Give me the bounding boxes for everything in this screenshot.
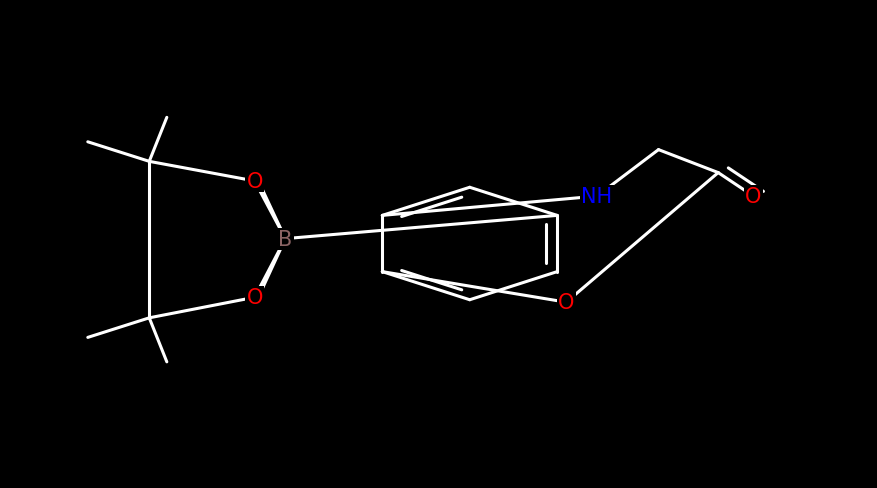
- Text: O: O: [558, 293, 574, 312]
- Text: O: O: [246, 172, 262, 191]
- Text: B: B: [278, 229, 292, 249]
- Text: O: O: [745, 187, 760, 206]
- Text: NH: NH: [581, 187, 612, 206]
- Text: O: O: [246, 288, 262, 307]
